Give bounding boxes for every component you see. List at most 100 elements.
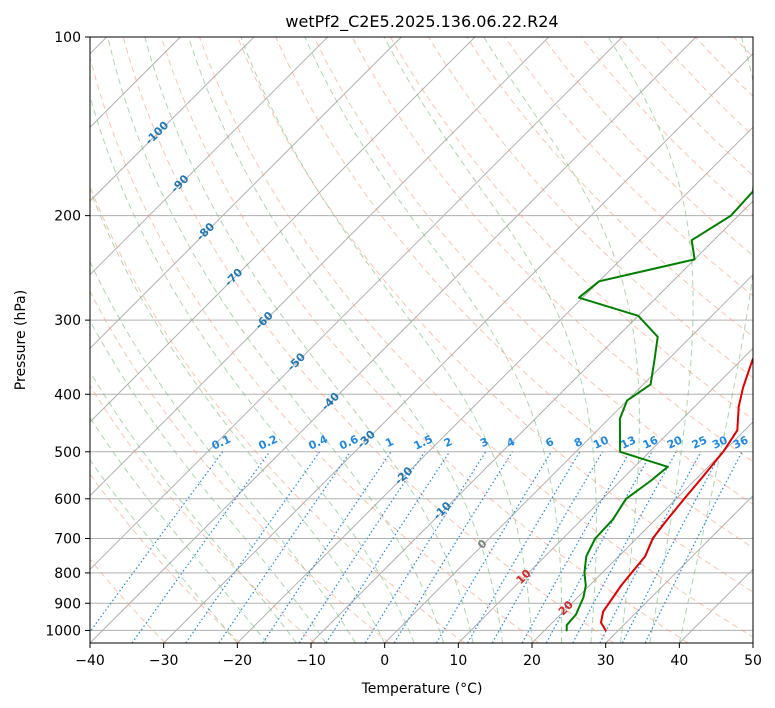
isotherm-label: -30 bbox=[355, 428, 378, 451]
isotherm-label: -10 bbox=[431, 499, 454, 522]
dry-adiabat-line bbox=[90, 55, 540, 643]
dewpoint-line bbox=[565, 177, 753, 632]
isotherm-line bbox=[90, 37, 697, 643]
isotherm-line bbox=[605, 494, 753, 643]
mixing-ratio-label: 0.1 bbox=[210, 433, 233, 453]
x-axis-label: Temperature (°C) bbox=[361, 681, 483, 697]
moist-adiabat-line bbox=[107, 37, 445, 643]
moist-adiabat-line bbox=[607, 37, 694, 643]
mixing-ratio-line bbox=[131, 451, 271, 643]
mixing-ratio-label: 20 bbox=[665, 433, 685, 451]
isotherm-label: -40 bbox=[319, 390, 342, 413]
background-lines bbox=[90, 37, 753, 643]
isotherm-label: -60 bbox=[253, 309, 276, 332]
mixing-ratio-line bbox=[185, 451, 321, 643]
y-axis-label: Pressure (hPa) bbox=[13, 290, 29, 390]
dry-adiabat-line bbox=[733, 37, 753, 58]
dry-adiabat-line bbox=[237, 37, 753, 593]
moist-adiabat-line bbox=[383, 37, 597, 643]
mixing-ratio-label: 1.5 bbox=[412, 433, 435, 453]
dry-adiabat-line bbox=[90, 290, 390, 643]
isotherm-line bbox=[90, 37, 255, 202]
dry-adiabat-line bbox=[351, 37, 753, 463]
y-tick-label: 100 bbox=[54, 30, 81, 46]
y-tick-label: 500 bbox=[54, 445, 81, 461]
x-tick-label: −10 bbox=[296, 653, 326, 669]
mixing-ratio-label: 1 bbox=[383, 435, 395, 450]
mixing-ratio-label: 2 bbox=[442, 435, 454, 450]
moist-adiabat-line bbox=[90, 370, 297, 643]
mixing-ratio-label: 6 bbox=[544, 435, 557, 450]
isotherm-line bbox=[236, 126, 753, 643]
isotherm-label: -20 bbox=[392, 464, 415, 487]
dry-adiabat-line bbox=[122, 37, 614, 643]
isotherm-label: -80 bbox=[194, 220, 217, 243]
dry-adiabat-line bbox=[313, 37, 753, 505]
mixing-ratio-label: 10 bbox=[591, 433, 611, 451]
dry-adiabat-line bbox=[657, 37, 753, 137]
moist-adiabat-line bbox=[90, 189, 386, 643]
x-tick-label: −40 bbox=[75, 653, 105, 669]
moist-adiabat-line bbox=[304, 37, 563, 643]
isotherm-label: -90 bbox=[168, 172, 191, 195]
dry-adiabat-line bbox=[389, 37, 753, 420]
isotherm-label: -100 bbox=[143, 119, 172, 148]
dry-adiabat-line bbox=[695, 37, 753, 98]
moist-adiabat-line bbox=[90, 416, 268, 643]
mixing-ratio-line bbox=[521, 451, 631, 643]
plot-frame bbox=[89, 36, 754, 644]
y-tick-label: 800 bbox=[54, 566, 81, 582]
x-tick-label: 0 bbox=[380, 653, 389, 669]
isotherm-line bbox=[457, 347, 753, 643]
dry-adiabat-line bbox=[160, 37, 689, 643]
mixing-ratio-line bbox=[545, 451, 653, 643]
moist-adiabat-line bbox=[90, 458, 238, 643]
mixing-ratio-line bbox=[325, 451, 451, 643]
moist-adiabat-line bbox=[678, 37, 753, 643]
moist-adiabat-line bbox=[90, 319, 327, 643]
isotherm-line bbox=[90, 37, 476, 423]
isotherm-line bbox=[90, 37, 550, 497]
mixing-ratio-line bbox=[599, 451, 702, 643]
y-tick-label: 1000 bbox=[45, 623, 81, 639]
moist-adiabat-line bbox=[90, 94, 415, 643]
mixing-ratio-line bbox=[364, 451, 487, 643]
x-tick-label: 30 bbox=[597, 653, 615, 669]
dry-adiabat-line bbox=[90, 185, 465, 643]
isotherm-line bbox=[384, 273, 753, 643]
moist-adiabat-line bbox=[240, 37, 533, 643]
mixing-ratio-line bbox=[298, 451, 426, 643]
x-tick-label: 10 bbox=[449, 653, 467, 669]
y-tick-label: 900 bbox=[54, 596, 81, 612]
x-tick-label: −20 bbox=[223, 653, 253, 669]
mixing-ratio-label: 8 bbox=[572, 435, 584, 450]
sounding-series bbox=[565, 177, 753, 632]
isotherm-label: 20 bbox=[556, 598, 576, 618]
isotherm-line bbox=[310, 200, 753, 643]
mixing-ratio-label: 16 bbox=[641, 433, 661, 451]
mixing-ratio-line bbox=[435, 451, 552, 643]
y-axis-ticks: 100 200 300 400 500 600 700 800 900 1000 bbox=[45, 30, 90, 639]
chart-title: wetPf2_C2E5.2025.136.06.22.R24 bbox=[285, 12, 558, 32]
isotherm-label: -50 bbox=[285, 350, 308, 373]
line-labels: 0.1 0.2 0.4 0.6 1 1.5 2 3 4 6 8 10 13 16 20 25 30 36-100-… bbox=[143, 119, 751, 619]
isotherm-label: -70 bbox=[222, 265, 245, 288]
dry-adiabat-line bbox=[580, 37, 753, 216]
y-tick-label: 300 bbox=[54, 313, 81, 329]
x-axis-ticks: −40 −30 −20 −10 0 10 20 30 40 50 bbox=[75, 643, 762, 669]
mixing-ratio-label: 13 bbox=[619, 434, 638, 452]
mixing-ratio-label: 36 bbox=[731, 433, 751, 451]
dry-adiabat-line bbox=[427, 37, 753, 379]
dry-adiabat-line bbox=[504, 37, 753, 297]
dry-adiabat-line bbox=[90, 384, 316, 643]
moist-adiabat-line bbox=[188, 37, 503, 643]
dry-adiabat-line bbox=[90, 473, 241, 643]
y-tick-label: 200 bbox=[54, 209, 81, 225]
isotherm-line bbox=[90, 37, 402, 350]
mixing-ratio-line bbox=[218, 451, 351, 643]
dry-adiabat-line bbox=[275, 37, 753, 549]
moist-adiabat-line bbox=[144, 37, 474, 643]
isotherm-line bbox=[678, 568, 753, 643]
x-tick-label: 50 bbox=[744, 653, 762, 669]
